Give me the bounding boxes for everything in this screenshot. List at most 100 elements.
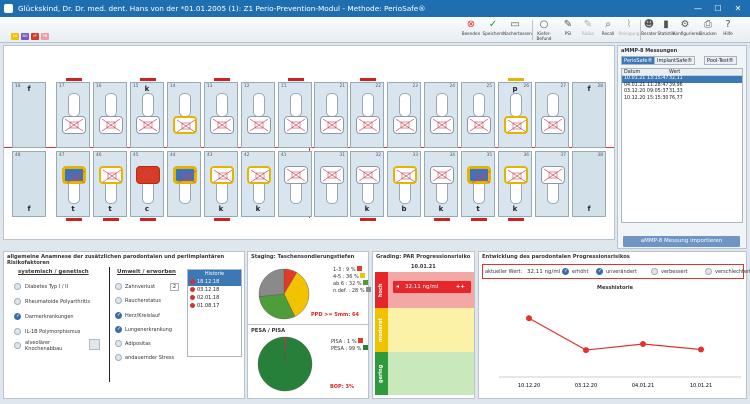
tab-implantsafe[interactable]: ImplantSafe®	[654, 56, 696, 65]
filter-pill-2[interactable]: IP	[31, 33, 39, 40]
filter-pill-1[interactable]: BO	[21, 33, 29, 40]
tooth-48[interactable]: 48 f	[12, 151, 46, 217]
trend-option-checkbox[interactable]	[562, 268, 569, 275]
tooth-14[interactable]: 14	[167, 82, 201, 148]
tooth-16[interactable]: 16	[93, 82, 127, 148]
legend-value: 99 %	[348, 346, 362, 352]
tooth-42[interactable]: 42 k	[241, 151, 275, 217]
tab-periosafe[interactable]: PerioSafe®	[621, 56, 656, 65]
tooth-24[interactable]: 24	[424, 82, 458, 148]
tooth-45[interactable]: 45 c	[130, 151, 164, 221]
tooth-number: 44	[170, 153, 176, 158]
minimize-button[interactable]: —	[694, 4, 702, 13]
tooth-32[interactable]: 32 k	[350, 151, 384, 221]
berater-button[interactable]: ☻ Berater	[637, 19, 661, 36]
kiefer-befund-button[interactable]: ○ Kiefer-Befund	[532, 19, 556, 41]
zahnverlust-count[interactable]: 2	[170, 283, 179, 291]
tooth-12[interactable]: 12	[241, 82, 275, 148]
tooth-22[interactable]: 22	[350, 78, 384, 148]
filter-pill-3[interactable]: PB	[41, 33, 49, 40]
data-point[interactable]	[640, 341, 646, 348]
history-item[interactable]: 02.01.18	[188, 294, 241, 302]
beenden-button[interactable]: ⊗ Beenden	[459, 19, 483, 36]
filter-pill-0[interactable]: EA	[11, 33, 19, 40]
tooth-36[interactable]: 36 k	[498, 151, 532, 221]
drucken-button[interactable]: ⎙ Drucken	[696, 19, 720, 36]
tooth-23[interactable]: 23	[387, 82, 421, 148]
tooth-finding-label: p	[512, 85, 518, 93]
tooth-13[interactable]: 13	[204, 78, 238, 148]
tab-pool-test[interactable]: Pool-Test®	[704, 56, 737, 65]
maximize-button[interactable]: ☐	[714, 4, 722, 13]
table-row[interactable]: 10.12.20 15:15:30 76,77	[622, 96, 742, 103]
trend-option-checkbox[interactable]	[596, 268, 603, 275]
konfigurieren-button[interactable]: ⚙ Konfigurieren	[673, 19, 701, 36]
tooth-17[interactable]: 17	[56, 78, 90, 148]
hilfe-button[interactable]: ? Hilfe	[716, 19, 740, 36]
tooth-status-mark	[214, 78, 230, 81]
tooth-26[interactable]: 26 p	[498, 78, 532, 148]
trend-option-checkbox[interactable]	[651, 268, 658, 275]
data-point[interactable]	[526, 315, 532, 322]
tooth-crown	[467, 166, 491, 184]
nachertassen-button[interactable]: ▭ Nachertassen	[503, 19, 532, 36]
tooth-31[interactable]: 31	[314, 151, 348, 217]
checkbox-environment-1[interactable]	[115, 297, 122, 304]
tooth-root	[253, 93, 265, 117]
tooth-28[interactable]: 28 f	[572, 82, 606, 148]
history-item[interactable]: 01.08.17	[188, 302, 241, 310]
speichern-button[interactable]: ✓ Speichern	[481, 19, 505, 36]
risiko-button[interactable]: ✎ Risiko	[576, 19, 600, 36]
table-row[interactable]: 03.12.20 09:05:37 31,33	[622, 89, 742, 96]
checkbox-environment-4[interactable]	[115, 340, 122, 347]
trend-option-checkbox[interactable]	[705, 268, 712, 275]
tooth-number: 12	[244, 84, 250, 89]
tooth-34[interactable]: 34 k	[424, 151, 458, 221]
bone-loss-value-box[interactable]	[89, 339, 100, 350]
tooth-47[interactable]: 47 t	[56, 151, 90, 221]
checkbox-systemic-0[interactable]	[14, 283, 21, 290]
tooth-number: 42	[244, 153, 250, 158]
tooth-number: 13	[207, 84, 213, 89]
history-item[interactable]: 03.12.18	[188, 286, 241, 294]
tooth-crown	[136, 166, 160, 184]
tooth-25[interactable]: 25	[461, 82, 495, 148]
tooth-21[interactable]: 21	[314, 82, 348, 148]
tooth-43[interactable]: 43 k	[204, 151, 238, 221]
checkbox-systemic-3[interactable]	[14, 328, 21, 335]
tooth-38[interactable]: 38 f	[572, 151, 606, 217]
tooth-44[interactable]: 44	[167, 151, 201, 217]
close-window-button[interactable]: ✕	[734, 4, 742, 13]
tooth-number: 31	[339, 153, 345, 158]
tooth-37[interactable]: 37	[535, 151, 569, 217]
table-row[interactable]: 10.01.21 13:15:47 32,11	[622, 76, 742, 83]
tooth-15[interactable]: 15 k	[130, 78, 164, 148]
checkbox-systemic-4[interactable]	[14, 342, 21, 349]
checkbox-environment-5[interactable]	[115, 354, 122, 361]
tooth-crown	[320, 116, 344, 134]
tooth-33[interactable]: 33 b	[387, 151, 421, 217]
import-ammp-button[interactable]: aMMP-8 Messung importieren	[623, 236, 740, 247]
row-value: 32,11	[669, 76, 683, 81]
checkbox-systemic-1[interactable]	[14, 298, 21, 305]
tooth-41[interactable]: 41	[278, 151, 312, 217]
reinigung-button[interactable]: ⌇ Reinigung	[617, 19, 641, 36]
close-circle-icon: ⊗	[466, 19, 476, 30]
table-row[interactable]: 04.01.21 11:28:47 39,96	[622, 83, 742, 90]
statistik-button[interactable]: ▮ Statistik	[654, 19, 678, 36]
psi-button[interactable]: ✎ PSI	[556, 19, 580, 36]
tooth-27[interactable]: 27	[535, 82, 569, 148]
checkbox-environment-3[interactable]	[115, 326, 122, 333]
tooth-18[interactable]: 18 f	[12, 82, 46, 148]
tooth-35[interactable]: 35 t	[461, 151, 495, 221]
recall-button[interactable]: ⌕ Recall	[596, 19, 620, 36]
history-date: 01.08.17	[197, 303, 220, 309]
tooth-11[interactable]: 11	[278, 78, 312, 148]
data-point[interactable]	[583, 347, 589, 354]
checkbox-environment-0[interactable]	[115, 283, 122, 290]
checkbox-environment-2[interactable]	[115, 312, 122, 319]
history-item[interactable]: 18.12.18	[188, 278, 241, 286]
data-point[interactable]	[698, 346, 704, 353]
tooth-46[interactable]: 46 t	[93, 151, 127, 221]
checkbox-systemic-2[interactable]	[14, 313, 21, 320]
